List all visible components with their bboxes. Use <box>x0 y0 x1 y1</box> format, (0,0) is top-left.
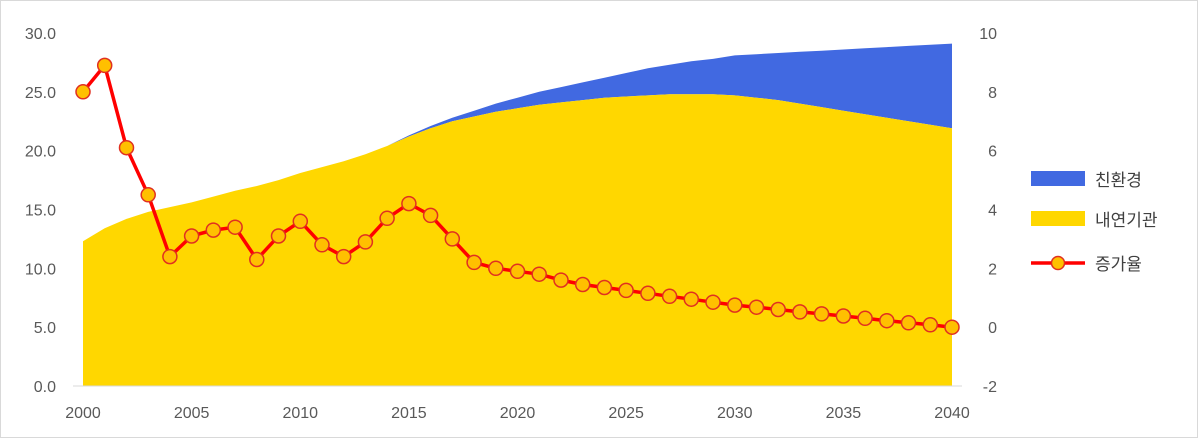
growth-point <box>183 228 200 244</box>
area-ice <box>83 94 952 386</box>
growth-point <box>835 308 852 324</box>
y-tick-label: 20.0 <box>25 144 56 161</box>
y-tick-label: 0.0 <box>34 379 56 396</box>
growth-point <box>444 231 461 247</box>
x-tick-label: 2030 <box>717 405 753 422</box>
y-tick-label: 15.0 <box>25 203 56 220</box>
growth-point <box>140 187 156 203</box>
growth-point <box>531 266 547 282</box>
growth-point <box>205 222 222 238</box>
y-tick-label: 25.0 <box>25 85 56 102</box>
area-layer <box>83 43 952 386</box>
growth-point <box>227 219 243 235</box>
growth-point <box>488 260 504 277</box>
growth-point <box>944 319 960 335</box>
growth-point <box>879 312 895 329</box>
growth-point <box>705 294 721 310</box>
legend-marker-growth <box>1050 255 1066 271</box>
growth-point <box>748 299 765 315</box>
growth-point <box>379 210 395 227</box>
growth-point <box>422 207 439 224</box>
growth-point <box>661 288 678 305</box>
y2-tick-label: 6 <box>988 144 997 161</box>
x-tick-label: 2020 <box>500 405 536 422</box>
growth-point <box>922 317 939 333</box>
left-axis-ticks: 0.0 5.0 10.0 15.0 20.0 25.0 30.0 <box>25 26 56 396</box>
x-tick-label: 2005 <box>174 405 210 422</box>
growth-point <box>596 279 613 296</box>
growth-point <box>792 304 808 320</box>
growth-point <box>466 254 482 271</box>
x-tick-label: 2010 <box>282 405 318 422</box>
y-tick-label: 10.0 <box>25 261 56 278</box>
y2-tick-label: 2 <box>988 261 997 278</box>
x-tick-label: 2025 <box>608 405 644 422</box>
growth-point <box>292 213 309 230</box>
y-tick-label: 30.0 <box>25 26 56 43</box>
x-tick-label: 2035 <box>826 405 862 422</box>
legend-swatch-ice <box>1031 211 1085 226</box>
y2-tick-label: 0 <box>988 320 997 337</box>
growth-point <box>553 272 569 288</box>
y2-tick-label: 10 <box>979 26 997 43</box>
legend-label-growth: 증가율 <box>1095 255 1142 275</box>
growth-point <box>96 57 113 74</box>
y2-tick-label: 8 <box>988 85 997 102</box>
growth-point <box>357 234 374 250</box>
growth-point <box>727 297 743 313</box>
growth-point <box>683 291 700 307</box>
y2-tick-label: -2 <box>983 379 997 396</box>
growth-point <box>75 84 91 100</box>
growth-point <box>618 282 634 299</box>
legend-label-eco: 친환경 <box>1095 171 1142 191</box>
growth-point <box>162 248 178 265</box>
legend-label-ice: 내연기관 <box>1095 211 1158 231</box>
x-tick-label: 2000 <box>65 405 101 422</box>
growth-point <box>401 195 417 212</box>
growth-point <box>857 310 873 327</box>
growth-point <box>813 306 830 322</box>
growth-point <box>574 276 591 293</box>
x-tick-label: 2040 <box>934 405 970 422</box>
growth-point <box>335 248 352 265</box>
y-tick-label: 5.0 <box>34 320 56 337</box>
x-tick-label: 2015 <box>391 405 427 422</box>
area-eco <box>83 43 952 242</box>
growth-point <box>270 228 287 244</box>
y2-tick-label: 4 <box>988 203 997 220</box>
growth-point <box>509 263 526 280</box>
right-axis-ticks: -2 0 2 4 6 8 10 <box>979 26 997 396</box>
growth-line-layer <box>75 57 960 335</box>
growth-point <box>249 251 265 268</box>
growth-point <box>118 139 135 156</box>
growth-point <box>900 315 917 331</box>
growth-point <box>640 285 656 302</box>
x-axis-ticks: 2000 2005 2010 2015 2020 2025 2030 2035 2040 <box>65 405 970 422</box>
legend-swatch-eco <box>1031 171 1085 186</box>
growth-point <box>770 301 786 318</box>
growth-point <box>314 237 330 253</box>
